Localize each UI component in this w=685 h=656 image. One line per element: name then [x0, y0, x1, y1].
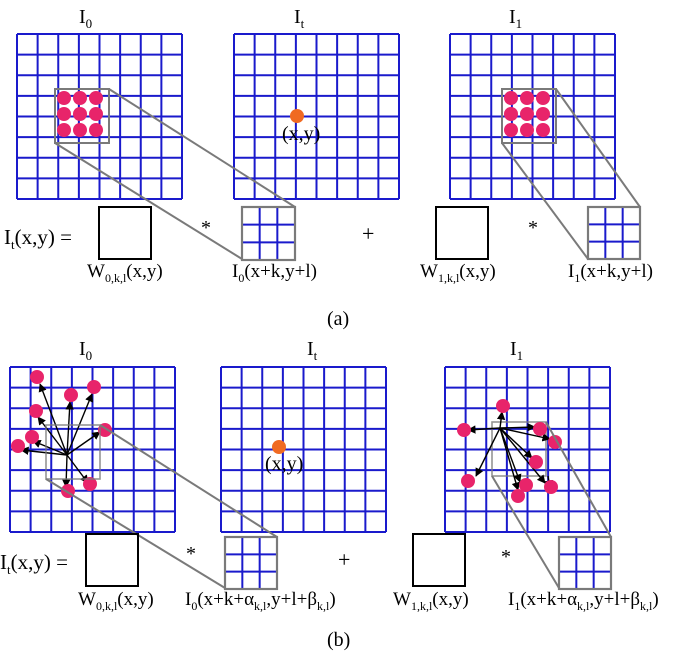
- grid-frame-it: [220, 366, 387, 533]
- connector-line: [491, 475, 560, 589]
- operator-multiply: *: [501, 546, 511, 568]
- equation-lhs: It(x,y) =: [0, 550, 68, 577]
- patch-box-i1: [501, 88, 557, 144]
- kernel-patch-i0: [223, 535, 279, 591]
- weight-label-w0: W0,k,l(x,y): [78, 589, 154, 613]
- panel-caption-b: (b): [327, 629, 350, 651]
- frame-label-i1: I1: [509, 6, 522, 31]
- deformable-samples-i1: [457, 399, 562, 503]
- frame-label-it: It: [294, 6, 305, 31]
- grid-frame-i1: [444, 366, 611, 533]
- equation-lhs: It(x,y) =: [4, 225, 72, 252]
- panel-b: I0 It I1: [0, 338, 659, 651]
- weight-box-w0: [98, 206, 152, 260]
- weight-box-w0: [85, 533, 139, 587]
- connector-line: [501, 142, 589, 260]
- frame-label-i0: I0: [79, 338, 92, 363]
- connector-line: [108, 88, 296, 208]
- operator-plus: +: [338, 547, 350, 572]
- operator-plus: +: [362, 221, 374, 246]
- grid-frame-it: [233, 33, 400, 200]
- frame-label-i0: I0: [79, 6, 92, 31]
- weight-box-w1: [435, 206, 489, 260]
- patch-dots-i1: [504, 91, 550, 137]
- connector-line: [54, 142, 243, 260]
- weight-box-w1: [412, 533, 466, 587]
- kernel-patch-i0: [240, 205, 297, 262]
- patch-box-i0: [54, 88, 110, 144]
- panel-caption-a: (a): [327, 308, 349, 330]
- patch-label-i0: I0(x+k+αk,l,y+l+βk,l): [185, 589, 336, 613]
- operator-multiply: *: [201, 217, 211, 239]
- deformable-samples-i0: [11, 370, 112, 498]
- target-pixel-label: (x,y): [265, 453, 303, 475]
- patch-dots-i0: [57, 91, 103, 137]
- weight-label-w1: W1,k,l(x,y): [393, 589, 469, 613]
- grid-frame-i1: [449, 33, 616, 200]
- operator-multiply: *: [186, 543, 196, 565]
- connector-line: [99, 424, 278, 538]
- frame-label-i1: I1: [510, 338, 523, 363]
- connector-line: [555, 88, 641, 208]
- target-pixel-dot: [290, 109, 304, 123]
- patch-label-i0: I0(x+k,y+l): [232, 261, 317, 285]
- weight-label-w1: W1,k,l(x,y): [420, 261, 496, 285]
- patch-label-i1: I1(x+k,y+l): [568, 261, 653, 285]
- patch-label-i1: I1(x+k+αk,l,y+l+βk,l): [508, 589, 659, 613]
- target-pixel-label: (x,y): [282, 123, 320, 145]
- kernel-patch-i1: [586, 205, 642, 261]
- operator-multiply: *: [528, 217, 538, 239]
- weight-label-w0: W0,k,l(x,y): [87, 261, 163, 285]
- connector-line: [545, 421, 612, 538]
- grid-frame-i0: [16, 33, 183, 200]
- kernel-patch-i1: [557, 535, 613, 591]
- panel-a: I0 It I1 (x,y) It(x,y) = * +: [4, 6, 653, 330]
- frame-label-it: It: [307, 338, 318, 363]
- target-pixel-dot: [272, 440, 286, 454]
